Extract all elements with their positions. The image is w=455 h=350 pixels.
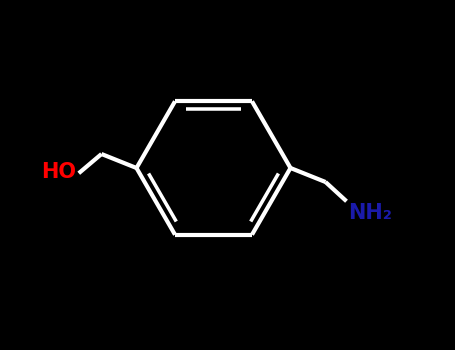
Text: NH₂: NH₂: [348, 203, 392, 223]
Text: HO: HO: [41, 161, 76, 182]
